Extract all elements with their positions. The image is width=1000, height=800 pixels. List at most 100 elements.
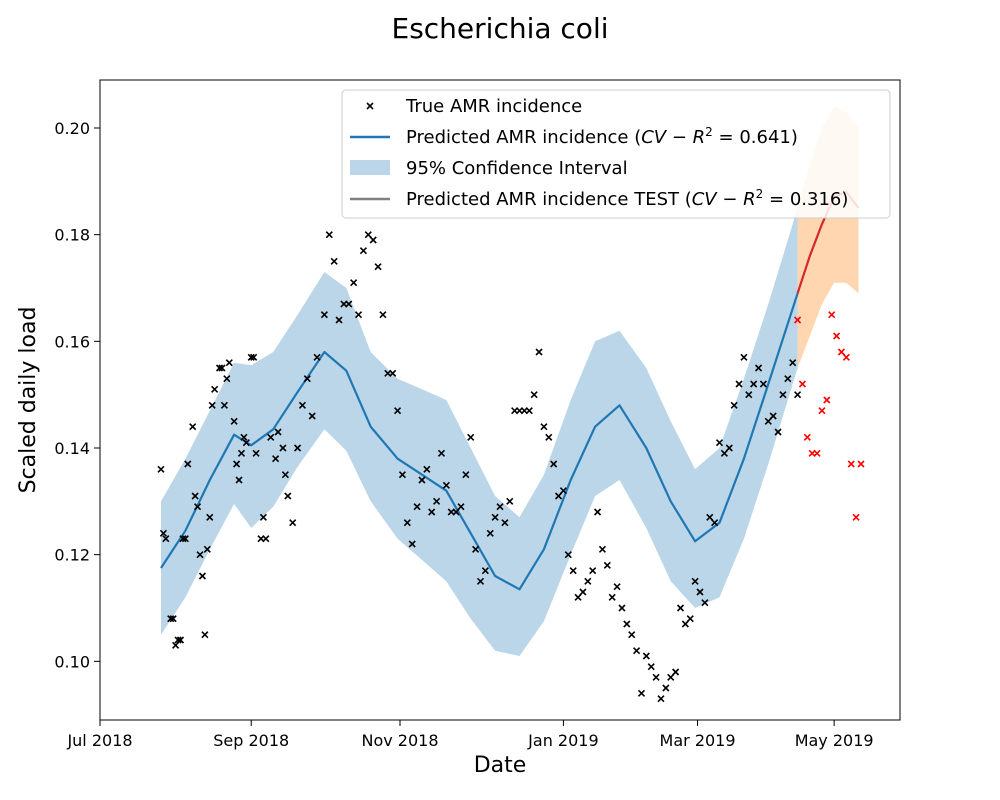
true-point: [784, 375, 792, 383]
true-point: [676, 604, 685, 612]
true-point: [652, 673, 660, 681]
test-point: [803, 433, 811, 441]
true-point: [769, 412, 777, 420]
y-axis-label: Scaled daily load: [16, 307, 41, 494]
true-point: [279, 444, 287, 452]
true-point: [525, 407, 533, 415]
true-point: [308, 412, 316, 420]
x-tick-label: Jul 2018: [66, 731, 132, 750]
true-point: [203, 545, 211, 553]
true-point: [628, 631, 636, 639]
true-point: [779, 391, 787, 399]
true-point: [589, 567, 597, 575]
y-tick-label: 0.18: [54, 226, 90, 245]
true-point: [418, 476, 426, 484]
legend-entry-true: True AMR incidence: [366, 96, 582, 117]
true-point: [740, 353, 748, 361]
true-point: [476, 577, 485, 585]
test-point: [852, 513, 860, 521]
true-point: [303, 375, 311, 383]
test-point: [857, 460, 865, 468]
plot-frame: [99, 79, 901, 721]
true-point: [313, 353, 321, 361]
true-point: [437, 449, 446, 457]
true-point: [530, 391, 538, 399]
true-point: [189, 423, 197, 431]
true-point: [374, 263, 382, 271]
true-point: [730, 401, 738, 409]
x-axis: Jul 2018 Sep 2018 Nov 2018 Jan 2019 Mar 2019…: [66, 720, 874, 750]
true-point: [350, 279, 358, 287]
true-point: [196, 551, 204, 559]
test-point: [798, 380, 807, 388]
x-tick-label: Mar 2019: [660, 731, 736, 750]
true-point: [191, 492, 199, 500]
true-point: [720, 449, 728, 457]
true-point: [293, 444, 302, 452]
true-point: [267, 433, 275, 441]
true-point: [759, 380, 767, 388]
true-point: [608, 593, 616, 601]
true-point: [569, 567, 577, 575]
y-tick-label: 0.14: [54, 439, 90, 458]
true-point: [176, 636, 185, 644]
true-point: [184, 460, 192, 468]
true-point: [393, 407, 402, 415]
true-point: [167, 615, 175, 623]
true-point: [359, 247, 367, 255]
true-point: [240, 433, 248, 441]
x-tick-label: Jan 2019: [527, 731, 598, 750]
true-point: [298, 401, 307, 409]
true-point: [623, 620, 631, 628]
true-point: [672, 668, 680, 676]
true-point: [172, 641, 180, 649]
true-point: [237, 449, 246, 457]
true-point: [491, 513, 499, 521]
true-point: [369, 236, 377, 244]
test-point: [823, 396, 831, 404]
true-point: [181, 535, 189, 543]
legend-label: 95% Confidence Interval: [406, 158, 628, 179]
true-point: [452, 508, 460, 516]
true-point: [274, 428, 282, 436]
true-point: [423, 465, 431, 473]
true-point: [618, 604, 626, 612]
true-point: [345, 300, 353, 308]
true-point: [230, 417, 238, 425]
true-point: [545, 433, 553, 441]
true-point: [330, 257, 338, 265]
legend-entry-test: Predicted AMR incidence TEST (CV − R2 = …: [350, 187, 848, 210]
chart-title: Escherichia coli: [392, 12, 609, 45]
true-point: [667, 673, 675, 681]
true-point: [681, 620, 689, 628]
true-point: [272, 455, 280, 463]
true-point: [462, 471, 470, 479]
true-point: [193, 503, 202, 511]
true-point: [633, 647, 641, 655]
test-point: [847, 460, 855, 468]
true-point: [262, 535, 270, 543]
true-point: [598, 545, 607, 553]
test-point: [813, 449, 821, 457]
true-point: [289, 519, 297, 527]
true-point: [457, 503, 465, 511]
test-point: [837, 348, 846, 356]
true-point: [211, 385, 219, 393]
true-point: [472, 545, 480, 553]
true-point: [564, 551, 572, 559]
true-point: [593, 508, 602, 516]
true-point: [169, 615, 177, 623]
true-point: [550, 460, 558, 468]
true-point: [793, 391, 802, 399]
true-point: [379, 311, 387, 319]
true-point: [223, 375, 231, 383]
true-point: [225, 359, 233, 367]
true-point: [398, 471, 407, 479]
true-point: [242, 439, 250, 447]
true-point: [433, 497, 441, 505]
x-axis-label: Date: [474, 753, 527, 778]
test-point: [818, 407, 826, 415]
true-point: [403, 519, 411, 527]
legend: True AMR incidence Predicted AMR incidenc…: [341, 89, 891, 219]
